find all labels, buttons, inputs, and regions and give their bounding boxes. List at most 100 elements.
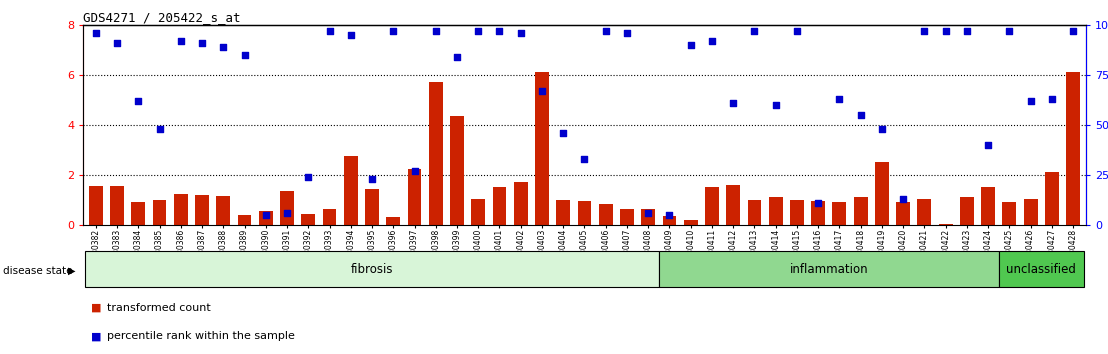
Point: [363, 176, 381, 182]
Point: [470, 28, 488, 34]
FancyBboxPatch shape: [659, 251, 998, 287]
Text: inflammation: inflammation: [790, 263, 868, 275]
Point: [215, 44, 233, 50]
Bar: [514, 182, 527, 225]
Point: [767, 102, 784, 108]
Point: [936, 28, 954, 34]
Point: [554, 130, 572, 136]
Bar: [493, 187, 506, 225]
Bar: [917, 199, 932, 225]
Point: [618, 30, 636, 36]
Bar: [642, 209, 655, 225]
Point: [427, 28, 444, 34]
Bar: [790, 200, 803, 225]
Bar: [153, 200, 166, 225]
Bar: [1045, 172, 1059, 225]
Bar: [1003, 202, 1016, 225]
Point: [576, 156, 594, 162]
Text: transformed count: transformed count: [107, 303, 212, 313]
Bar: [938, 223, 953, 225]
Point: [130, 98, 147, 104]
Bar: [896, 202, 910, 225]
Bar: [259, 211, 273, 225]
Point: [788, 28, 806, 34]
Bar: [663, 216, 676, 225]
Bar: [535, 72, 548, 225]
Bar: [301, 213, 315, 225]
Point: [342, 32, 360, 38]
Point: [1001, 28, 1018, 34]
Bar: [960, 197, 974, 225]
Bar: [982, 187, 995, 225]
Bar: [875, 162, 889, 225]
Point: [236, 52, 254, 58]
Point: [852, 112, 870, 118]
Point: [660, 212, 678, 218]
Point: [448, 54, 465, 59]
FancyBboxPatch shape: [85, 251, 659, 287]
FancyBboxPatch shape: [998, 251, 1084, 287]
Bar: [450, 116, 464, 225]
Point: [704, 38, 721, 44]
Point: [1022, 98, 1039, 104]
Text: percentile rank within the sample: percentile rank within the sample: [107, 331, 296, 341]
Point: [299, 174, 317, 179]
Point: [725, 100, 742, 105]
Point: [151, 126, 168, 132]
Bar: [216, 196, 230, 225]
Point: [406, 168, 423, 173]
Bar: [811, 201, 825, 225]
Point: [384, 28, 402, 34]
Point: [746, 28, 763, 34]
Point: [639, 210, 657, 216]
Point: [979, 142, 997, 148]
Point: [809, 200, 827, 206]
Bar: [132, 202, 145, 225]
Bar: [280, 191, 294, 225]
Bar: [322, 209, 337, 225]
Point: [257, 212, 275, 218]
Bar: [343, 156, 358, 225]
Bar: [89, 186, 103, 225]
Bar: [620, 209, 634, 225]
Text: fibrosis: fibrosis: [351, 263, 393, 275]
Point: [88, 30, 105, 36]
Bar: [684, 220, 698, 225]
Text: ■: ■: [91, 331, 101, 341]
Bar: [1024, 199, 1037, 225]
Bar: [408, 169, 421, 225]
Bar: [598, 204, 613, 225]
Point: [320, 28, 338, 34]
Bar: [110, 186, 124, 225]
Point: [831, 96, 849, 102]
Bar: [854, 197, 868, 225]
Point: [109, 40, 126, 46]
Point: [193, 40, 211, 46]
Point: [894, 196, 912, 202]
Text: disease state: disease state: [3, 266, 73, 276]
Bar: [832, 202, 847, 225]
Bar: [577, 201, 592, 225]
Bar: [556, 200, 571, 225]
Point: [533, 88, 551, 93]
Bar: [726, 185, 740, 225]
Bar: [237, 215, 252, 225]
Point: [512, 30, 530, 36]
Bar: [748, 200, 761, 225]
Point: [172, 38, 189, 44]
Bar: [1066, 72, 1080, 225]
Point: [958, 28, 976, 34]
Bar: [387, 217, 400, 225]
Point: [278, 210, 296, 216]
Point: [1043, 96, 1060, 102]
Bar: [195, 195, 209, 225]
Point: [915, 28, 933, 34]
Point: [1064, 28, 1081, 34]
Bar: [429, 82, 443, 225]
Text: GDS4271 / 205422_s_at: GDS4271 / 205422_s_at: [83, 11, 240, 24]
Bar: [705, 187, 719, 225]
Point: [681, 42, 699, 48]
Text: ▶: ▶: [68, 266, 75, 276]
Text: ■: ■: [91, 303, 101, 313]
Bar: [471, 199, 485, 225]
